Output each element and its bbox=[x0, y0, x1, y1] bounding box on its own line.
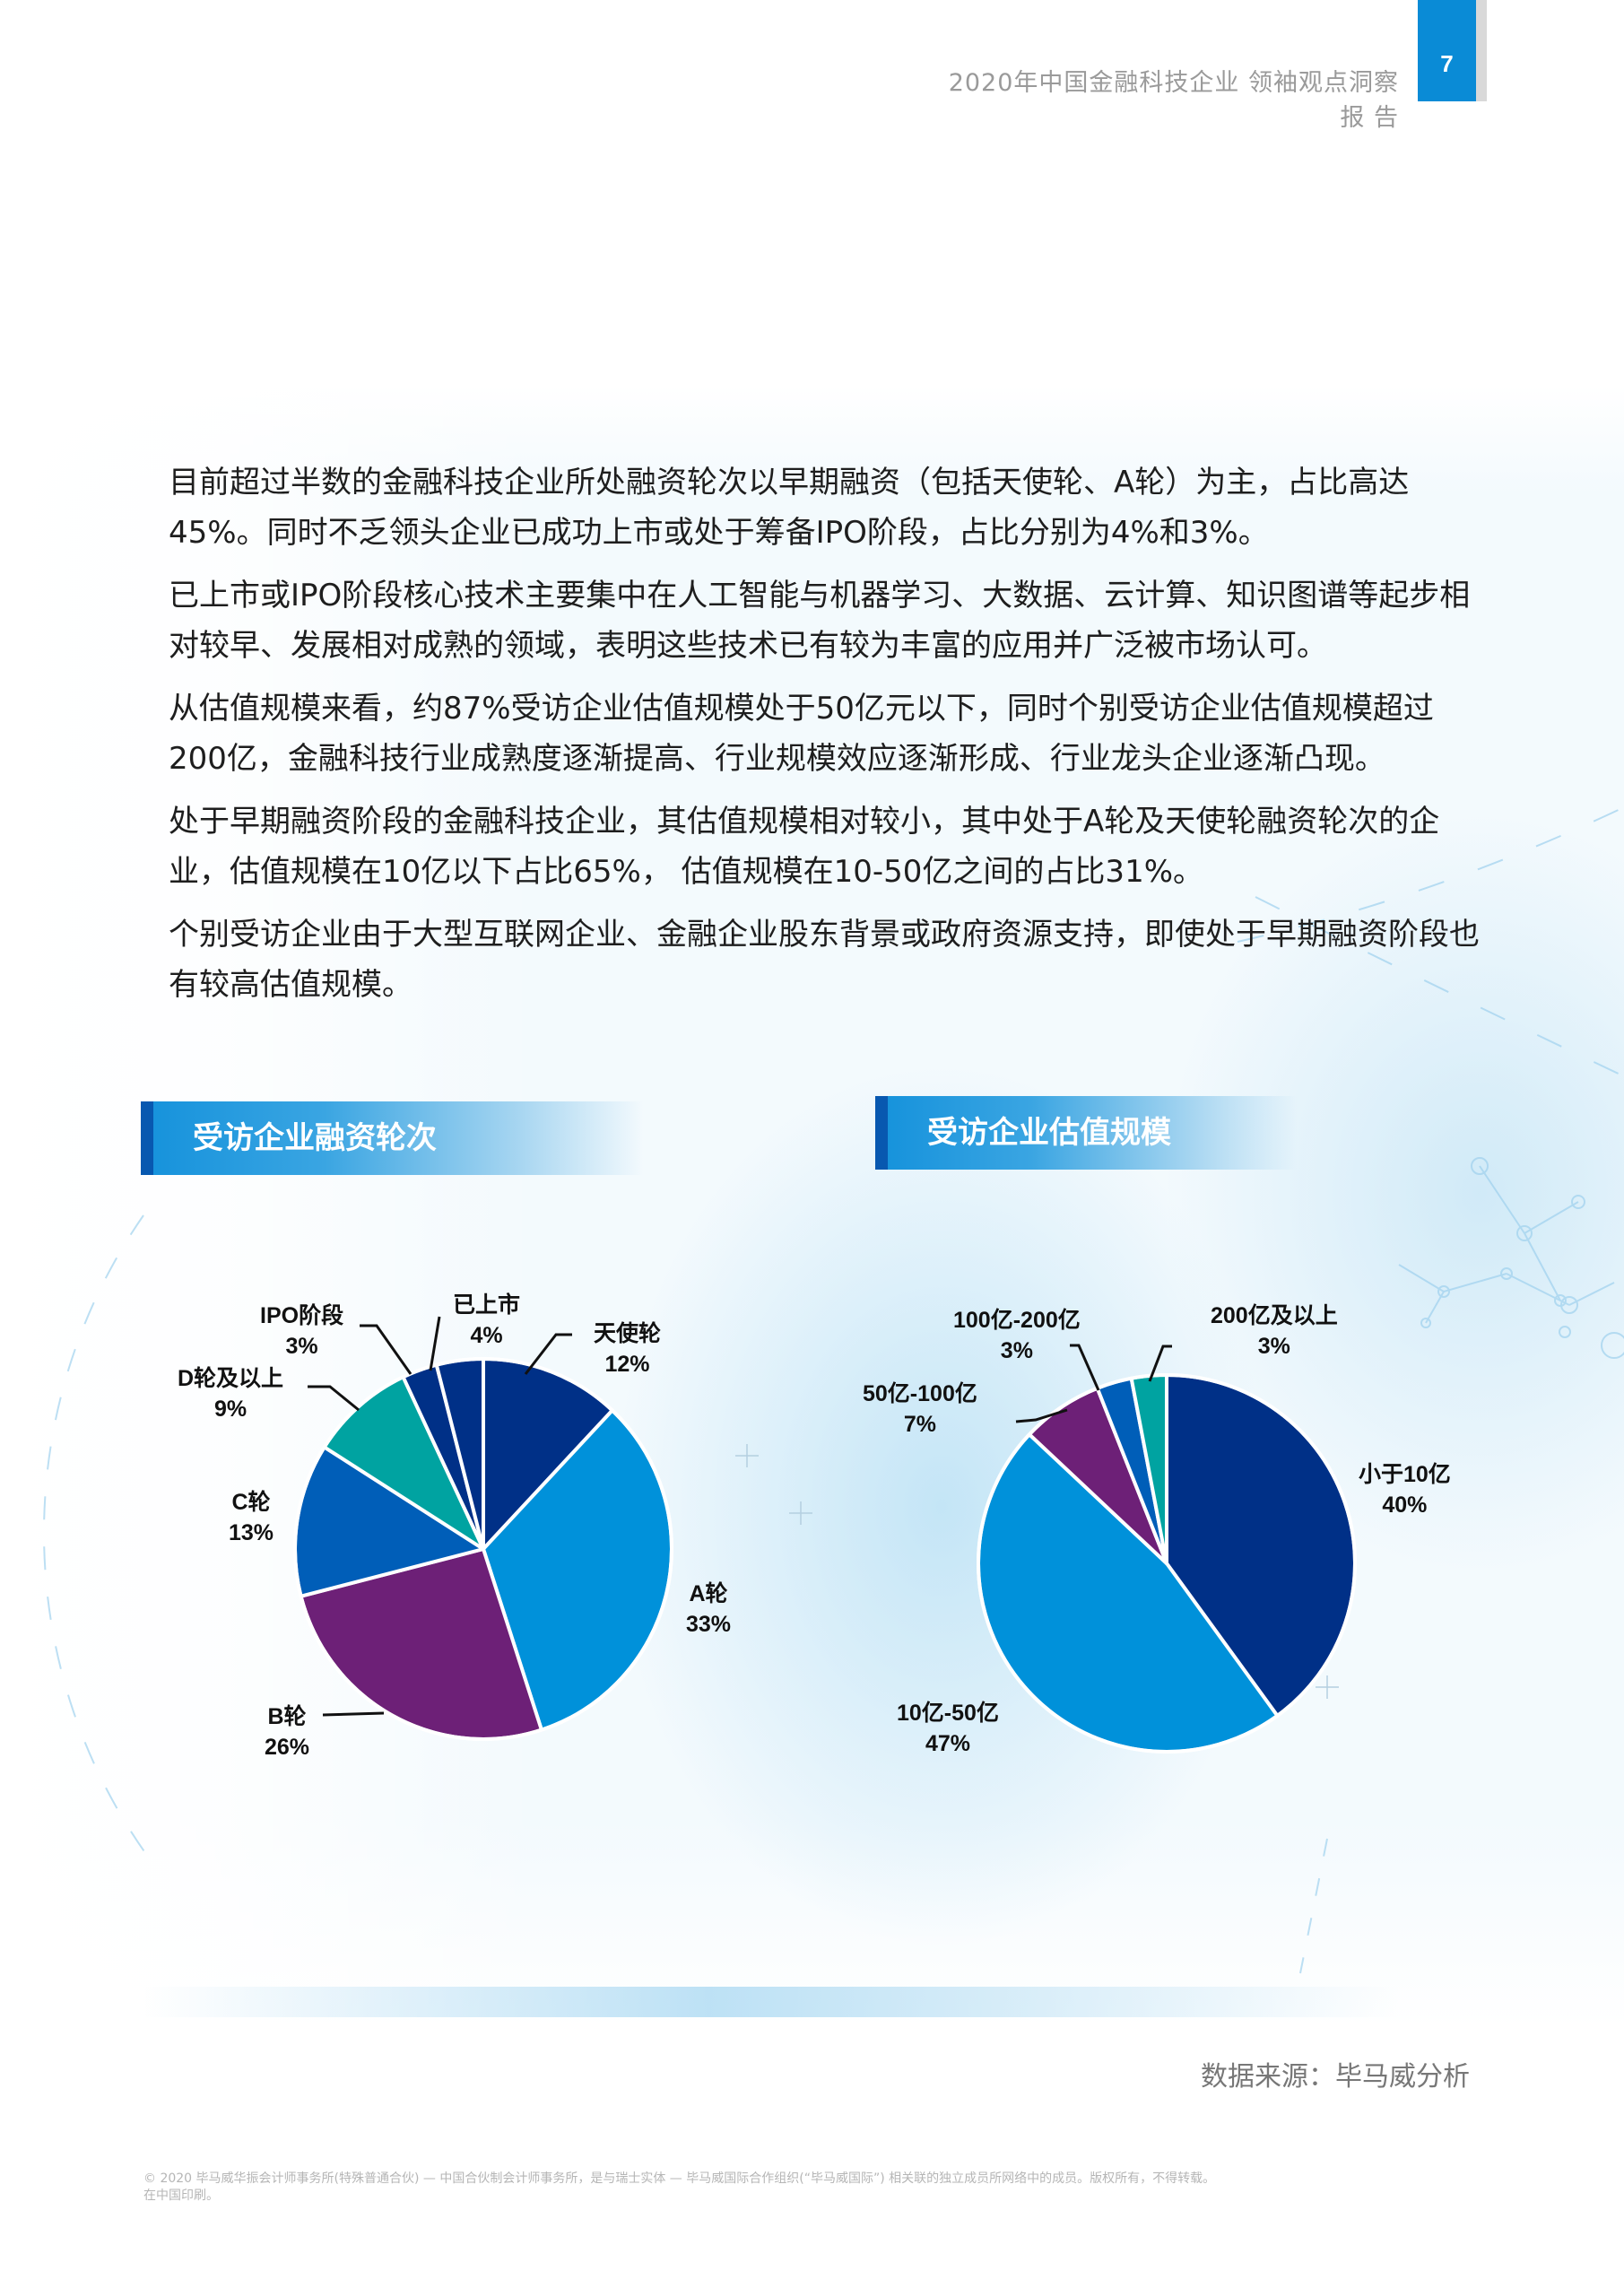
valuation-pie bbox=[977, 1373, 1357, 1754]
paragraph: 目前超过半数的金融科技企业所处融资轮次以早期融资（包括天使轮、A轮）为主，占比高… bbox=[169, 465, 1410, 551]
page-number: 7 bbox=[1440, 50, 1454, 77]
funding-round-section-title: 受访企业融资轮次 bbox=[141, 1101, 643, 1175]
paragraph: 个别受访企业由于大型互联网企业、金融企业股东背景或政府资源支持，即使处于早期融资… bbox=[169, 917, 1480, 1003]
leader-lines bbox=[308, 1316, 1172, 1717]
pie-label-a-round: A轮 33% bbox=[686, 1581, 732, 1637]
pie-label-50-100: 50亿-100亿 7% bbox=[863, 1381, 977, 1437]
funding-round-pie bbox=[293, 1357, 673, 1741]
pie-label-c-round: C轮 13% bbox=[229, 1490, 274, 1545]
pie-label-listed: 已上市 4% bbox=[453, 1292, 521, 1348]
copyright-line: © 2020 毕马威华振会计师事务所(特殊普通合伙) — 中国合伙制会计师事务所… bbox=[143, 2171, 1216, 2186]
body-text: 目前超过半数的金融科技企业所处融资轮次以早期融资（包括天使轮、A轮）为主，占比高… bbox=[169, 457, 1487, 1023]
pie-label-100-200: 100亿-200亿 3% bbox=[953, 1308, 1081, 1363]
pie-label-d-round: D轮及以上 9% bbox=[178, 1366, 284, 1422]
pie-label-ipo: IPO阶段 3% bbox=[260, 1303, 344, 1359]
copyright-line: 在中国印刷。 bbox=[143, 2189, 219, 2203]
pie-label-b-round: B轮 26% bbox=[265, 1704, 310, 1760]
pie-label-200-plus: 200亿及以上 3% bbox=[1211, 1303, 1338, 1359]
data-source: 数据来源：毕马威分析 bbox=[1201, 2061, 1470, 2093]
copyright-footer: © 2020 毕马威华振会计师事务所(特殊普通合伙) — 中国合伙制会计师事务所… bbox=[143, 2171, 1489, 2205]
paragraph: 处于早期融资阶段的金融科技企业，其估值规模相对较小，其中处于A轮及天使轮融资轮次… bbox=[169, 804, 1440, 890]
report-title: 2020年中国金融科技企业 领袖观点洞察报 告 bbox=[948, 69, 1399, 132]
page-number-tab: 7 bbox=[1418, 0, 1476, 101]
bottom-decorative-band bbox=[143, 1987, 1399, 2017]
pie-label-under-10: 小于10亿 40% bbox=[1359, 1462, 1451, 1518]
paragraph: 从估值规模来看，约87%受访企业估值规模处于50亿元以下，同时个别受访企业估值规… bbox=[169, 691, 1434, 777]
pie-label-angel: 天使轮 12% bbox=[594, 1321, 662, 1377]
valuation-section-title: 受访企业估值规模 bbox=[875, 1096, 1297, 1170]
paragraph: 已上市或IPO阶段核心技术主要集中在人工智能与机器学习、大数据、云计算、知识图谱… bbox=[169, 578, 1471, 664]
pie-label-10-50: 10亿-50亿 47% bbox=[897, 1701, 999, 1756]
